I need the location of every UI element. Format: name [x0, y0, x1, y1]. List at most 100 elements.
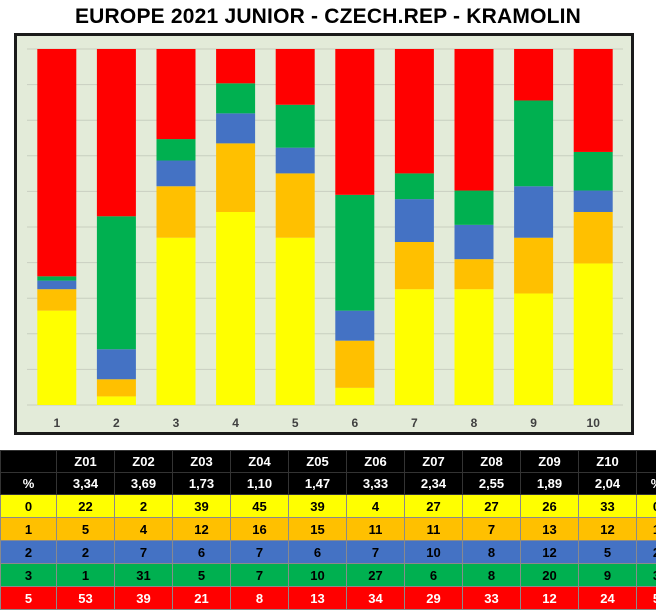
- table-cell: 3,34: [57, 473, 115, 495]
- table-cell: 34: [347, 587, 405, 610]
- table-row: 02223945394272726330: [1, 495, 656, 518]
- table-cell: 13: [521, 518, 579, 541]
- table-cell: 9: [579, 564, 637, 587]
- bar-segment-2-2: [97, 349, 136, 379]
- bar-segment-9-0: [514, 293, 553, 405]
- table-cell: 21: [173, 587, 231, 610]
- table-cell: 12: [521, 541, 579, 564]
- bar-segment-5-2: [276, 148, 315, 174]
- table-cell: 12: [579, 518, 637, 541]
- bar-segment-6-3: [335, 195, 374, 311]
- x-tick-label: 2: [113, 416, 120, 430]
- bar-segment-1-2: [37, 281, 76, 290]
- table-cell: 2,55: [463, 473, 521, 495]
- bar-segment-10-0: [574, 263, 613, 405]
- table-cell: 7: [463, 518, 521, 541]
- table-cell: 7: [115, 541, 173, 564]
- bar-segment-10-1: [574, 212, 613, 263]
- table-cell: 8: [463, 541, 521, 564]
- x-tick-label: 5: [292, 416, 299, 430]
- table-cell: 13: [289, 587, 347, 610]
- table-cell: 26: [521, 495, 579, 518]
- x-tick-label: 1: [53, 416, 60, 430]
- table-cell: 1,73: [173, 473, 231, 495]
- table-cell: %: [1, 473, 57, 495]
- bar-segment-3-0: [157, 238, 196, 405]
- table-cell: 3,69: [115, 473, 173, 495]
- table-cell: 5: [57, 518, 115, 541]
- table-cell: 27: [405, 495, 463, 518]
- bar-segment-3-2: [157, 161, 196, 187]
- bar-segment-6-2: [335, 311, 374, 341]
- table-header-cell: Z06: [347, 451, 405, 473]
- table-cell: 2,04: [579, 473, 637, 495]
- table-cell: 6: [173, 541, 231, 564]
- table-cell: 39: [173, 495, 231, 518]
- bar-segment-2-0: [97, 396, 136, 405]
- table-cell: 11: [405, 518, 463, 541]
- bar-segment-10-5: [574, 49, 613, 152]
- bar-segment-5-5: [276, 49, 315, 105]
- table-header-cell: Z05: [289, 451, 347, 473]
- table-cell: 12: [173, 518, 231, 541]
- bar-segment-2-3: [97, 216, 136, 349]
- table-cell: %: [637, 473, 656, 495]
- table-cell: 7: [231, 564, 289, 587]
- table-cell: 5: [1, 587, 57, 610]
- table-cell: 7: [231, 541, 289, 564]
- bar-segment-9-1: [514, 238, 553, 294]
- bar-segment-4-0: [216, 212, 255, 405]
- table-cell: 12: [521, 587, 579, 610]
- bar-segment-9-3: [514, 100, 553, 186]
- x-tick-label: 9: [530, 416, 537, 430]
- bar-segment-8-1: [455, 259, 494, 289]
- table-cell: 4: [347, 495, 405, 518]
- table-cell: 2,34: [405, 473, 463, 495]
- table-cell: 11: [347, 518, 405, 541]
- table-row: 553392181334293312245: [1, 587, 656, 610]
- table-row: 22767671081252: [1, 541, 656, 564]
- table-cell: 10: [289, 564, 347, 587]
- table-cell: 0: [1, 495, 57, 518]
- bar-segment-3-3: [157, 139, 196, 160]
- table-cell: 53: [57, 587, 115, 610]
- table-cell: 15: [289, 518, 347, 541]
- bar-segment-10-2: [574, 191, 613, 212]
- bar-segment-4-3: [216, 83, 255, 113]
- bar-segment-3-1: [157, 186, 196, 237]
- bar-segment-9-5: [514, 49, 553, 100]
- table-cell: 1,47: [289, 473, 347, 495]
- x-tick-label: 10: [587, 416, 601, 430]
- table-cell: 1: [57, 564, 115, 587]
- bar-segment-7-0: [395, 289, 434, 405]
- bar-segment-4-5: [216, 49, 255, 83]
- table-cell: 6: [405, 564, 463, 587]
- table-cell: 1: [1, 518, 57, 541]
- table-cell: 1,89: [521, 473, 579, 495]
- chart-title: EUROPE 2021 JUNIOR - CZECH.REP - KRAMOLI…: [0, 3, 656, 31]
- bar-segment-3-5: [157, 49, 196, 139]
- bar-segment-7-2: [395, 199, 434, 242]
- bar-segment-2-1: [97, 379, 136, 396]
- table-cell: 22: [57, 495, 115, 518]
- table-cell: 3: [637, 564, 656, 587]
- table-cell: 27: [463, 495, 521, 518]
- table-cell: 20: [521, 564, 579, 587]
- bar-segment-5-3: [276, 105, 315, 148]
- table-header-cell: Z07: [405, 451, 463, 473]
- table-header-cell: Z10: [579, 451, 637, 473]
- table-cell: 1,10: [231, 473, 289, 495]
- table-header-cell: Z03: [173, 451, 231, 473]
- bar-segment-6-0: [335, 388, 374, 405]
- table-cell: 0: [637, 495, 656, 518]
- bar-segment-2-5: [97, 49, 136, 216]
- bar-segment-10-3: [574, 152, 613, 191]
- table-cell: 2: [637, 541, 656, 564]
- table-cell: 5: [579, 541, 637, 564]
- bar-segment-6-1: [335, 341, 374, 388]
- bar-segment-5-1: [276, 173, 315, 237]
- table-cell: 2: [1, 541, 57, 564]
